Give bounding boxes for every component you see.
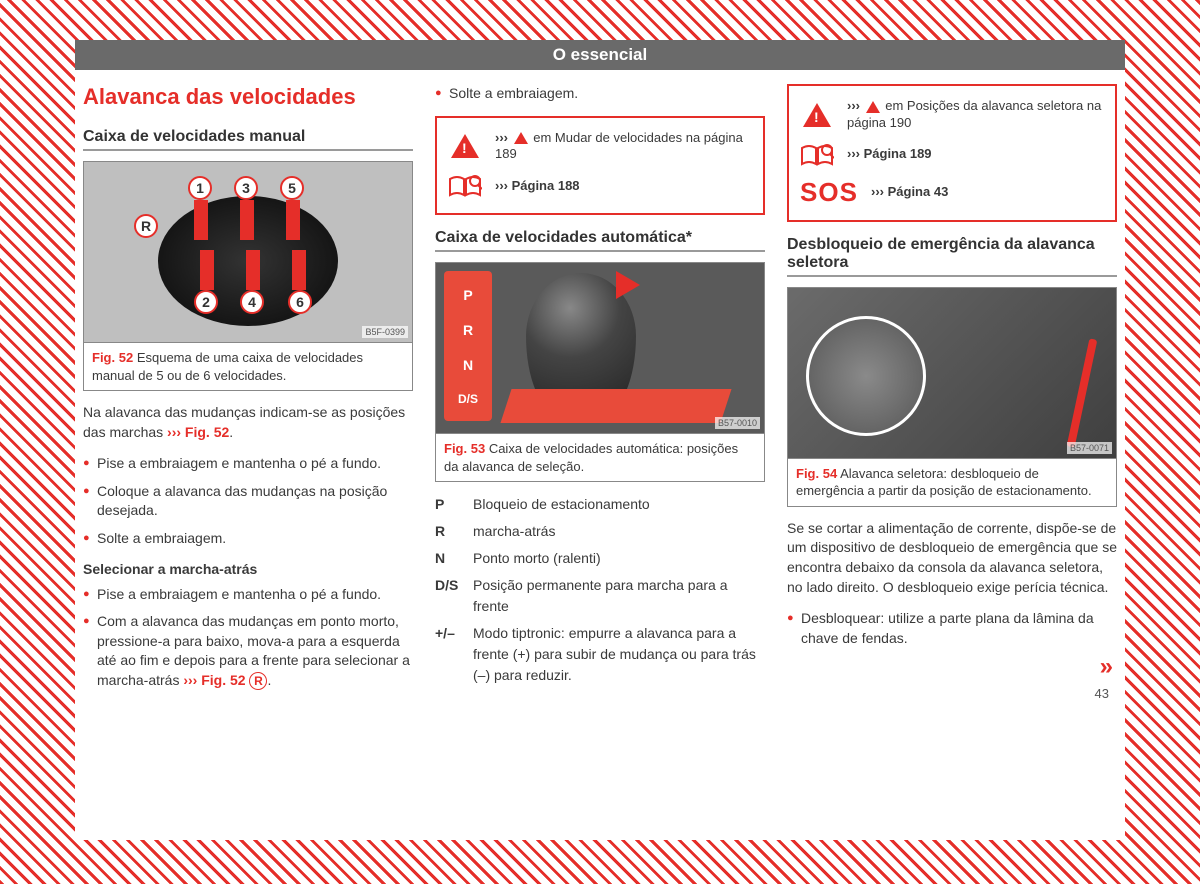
figure-53: P R N D/S B57-0010 Fig. 53 Caixa de velo…: [435, 262, 765, 482]
figure-54: B57-0071 Fig. 54 Alavanca seletora: desb…: [787, 287, 1117, 507]
gear-label-5: 5: [280, 176, 304, 200]
book-icon: [447, 171, 483, 201]
continue-icon: »: [1100, 653, 1113, 681]
screwdriver-icon: [1067, 338, 1098, 447]
column-1: Alavanca das velocidades Caixa de veloci…: [83, 84, 413, 703]
gear-label-4: 4: [240, 290, 264, 314]
pos-key: +/–: [435, 623, 469, 644]
pos-val: Ponto morto (ralenti): [473, 548, 765, 569]
reference-box-1: ››› em Mudar de velocidades na página 18…: [435, 116, 765, 216]
figure-53-image: P R N D/S B57-0010: [436, 263, 764, 433]
tiptronic-strip: [500, 389, 731, 423]
zoom-circle: [806, 316, 926, 436]
pos-val: Bloqueio de estacionamento: [473, 494, 765, 515]
columns: Alavanca das velocidades Caixa de veloci…: [75, 84, 1125, 703]
reference-box-2: ››› em Posições da alavanca seletora na …: [787, 84, 1117, 222]
gear-label-3: 3: [234, 176, 258, 200]
warning-icon: [866, 101, 880, 113]
figure-53-caption: Fig. 53 Caixa de velocidades automática:…: [436, 433, 764, 481]
ref-row-sos: SOS ››› Página 43: [799, 174, 1105, 212]
pos-key: P: [435, 494, 469, 515]
main-title: Alavanca das velocidades: [83, 84, 413, 110]
list-item: Pise a embraiagem e mantenha o pé a fund…: [83, 454, 413, 474]
list-item: Com a alavanca das mudanças em ponto mor…: [83, 612, 413, 690]
figure-54-image: B57-0071: [788, 288, 1116, 458]
list-item: Coloque a alavanca das mudanças na posiç…: [83, 482, 413, 521]
ref-row-warning: ››› em Mudar de velocidades na página 18…: [447, 126, 753, 168]
emergency-paragraph: Se se cortar a alimentação de corrente, …: [787, 519, 1117, 597]
figure-52: R 1 2 3 4 5 6 B5F-0399 Fig. 52: [83, 161, 413, 391]
figure-54-id: B57-0071: [1067, 442, 1112, 454]
auto-position-panel: P R N D/S: [444, 271, 492, 421]
column-3: ››› em Posições da alavanca seletora na …: [787, 84, 1117, 703]
emergency-bullet: Desbloquear: utilize a parte plana da lâ…: [787, 609, 1117, 648]
gear-label-6: 6: [288, 290, 312, 314]
warning-icon: [799, 100, 835, 130]
steps-list-1: Pise a embraiagem e mantenha o pé a fund…: [83, 454, 413, 548]
gear-label-2: 2: [194, 290, 218, 314]
list-item: Pise a embraiagem e mantenha o pé a fund…: [83, 585, 413, 605]
reverse-subtitle: Selecionar a marcha-atrás: [83, 561, 413, 577]
ref-row-book: ››› Página 188: [447, 167, 753, 205]
pos-val: marcha-atrás: [473, 521, 765, 542]
gear-label-R: R: [134, 214, 158, 238]
page-header: O essencial: [75, 40, 1125, 70]
pos-val: Modo tiptronic: empurre a alavanca para …: [473, 623, 765, 686]
figure-52-caption: Fig. 52 Esquema de uma caixa de velocida…: [84, 342, 412, 390]
list-item: Solte a embraiagem.: [83, 529, 413, 549]
column-2: Solte a embraiagem. ››› em Mudar de velo…: [435, 84, 765, 703]
section-manual-title: Caixa de velocidades manual: [83, 128, 413, 151]
pos-key: N: [435, 548, 469, 569]
sos-icon: SOS: [799, 178, 859, 208]
steps-list-2: Pise a embraiagem e mantenha o pé a fund…: [83, 585, 413, 691]
warning-icon: [514, 132, 528, 144]
pos-key: D/S: [435, 575, 469, 596]
figure-53-id: B57-0010: [715, 417, 760, 429]
page-number: 43: [1095, 686, 1109, 701]
pos-val: Posição permanente para marcha para a fr…: [473, 575, 765, 617]
pos-key: R: [435, 521, 469, 542]
warning-icon: [447, 131, 483, 161]
intro-text: Na alavanca das mudanças indicam-se as p…: [83, 403, 413, 442]
figure-52-id: B5F-0399: [362, 326, 408, 338]
manual-page: O essencial Alavanca das velocidades Cai…: [75, 40, 1125, 840]
top-bullet: Solte a embraiagem.: [435, 84, 765, 104]
gear-label-1: 1: [188, 176, 212, 200]
figure-52-image: R 1 2 3 4 5 6 B5F-0399: [84, 162, 412, 342]
book-icon: [799, 140, 835, 170]
ref-row-book: ››› Página 189: [799, 136, 1105, 174]
figure-54-caption: Fig. 54 Alavanca seletora: desbloqueio d…: [788, 458, 1116, 506]
list-item: Solte a embraiagem.: [435, 84, 765, 104]
ref-row-warning: ››› em Posições da alavanca seletora na …: [799, 94, 1105, 136]
positions-list: PBloqueio de estacionamento Rmarcha-atrá…: [435, 494, 765, 686]
section-auto-title: Caixa de velocidades automática*: [435, 229, 765, 252]
reverse-marker: R: [249, 672, 267, 690]
section-emergency-title: Desbloqueio de emergência da alavanca se…: [787, 236, 1117, 277]
list-item: Desbloquear: utilize a parte plana da lâ…: [787, 609, 1117, 648]
arrow-icon: [616, 271, 640, 299]
